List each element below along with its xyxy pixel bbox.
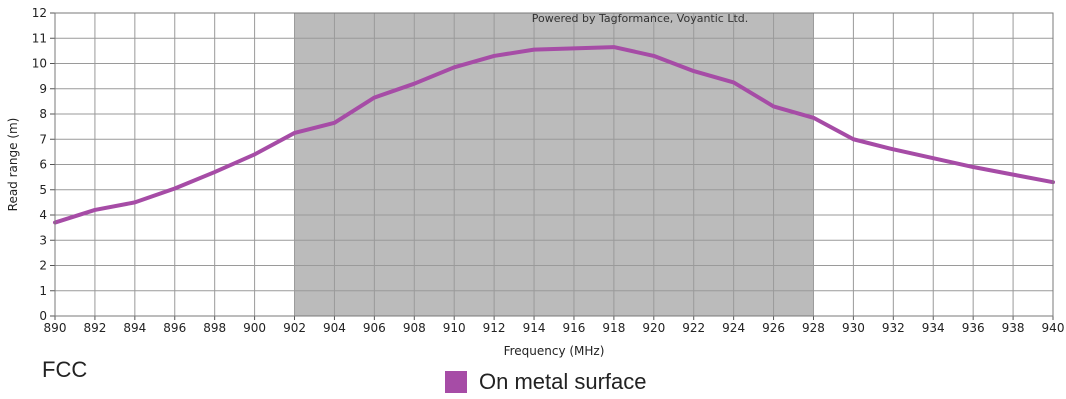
x-tick-label: 920	[642, 321, 665, 335]
y-tick-label: 10	[32, 57, 47, 71]
data-point	[452, 65, 456, 69]
y-tick-label: 8	[39, 107, 47, 121]
x-tick-label: 938	[1002, 321, 1025, 335]
legend-label: On metal surface	[479, 369, 647, 394]
y-tick-label: 7	[39, 132, 47, 146]
x-tick-label: 904	[323, 321, 346, 335]
x-tick-label: 902	[283, 321, 306, 335]
y-tick-label: 11	[32, 31, 47, 45]
x-axis-label: Frequency (MHz)	[504, 344, 605, 358]
x-tick-label: 894	[123, 321, 146, 335]
x-tick-label: 906	[363, 321, 386, 335]
x-tick-label: 922	[682, 321, 705, 335]
legend: On metal surface	[445, 369, 647, 395]
data-point	[772, 104, 776, 108]
y-tick-label: 12	[32, 6, 47, 20]
region-label: FCC	[42, 357, 88, 382]
x-tick-label: 896	[163, 321, 186, 335]
data-point	[213, 170, 217, 174]
y-tick-label: 1	[39, 284, 47, 298]
y-tick-label: 2	[39, 259, 47, 273]
y-tick-label: 0	[39, 309, 47, 323]
data-point	[572, 46, 576, 50]
plot-frame	[54, 12, 1054, 317]
watermark-text: Powered by Tagformance, Voyantic Ltd.	[532, 12, 749, 25]
read-range-chart: 890 892 894 896 898 900 902 904 906 908 910 912 914 9…	[6, 6, 1065, 358]
x-tick-label: 936	[962, 321, 985, 335]
y-tick-label: 5	[39, 183, 47, 197]
y-tick-label: 4	[39, 208, 47, 222]
x-tick-label: 912	[483, 321, 506, 335]
data-point	[1011, 173, 1015, 177]
data-point	[372, 96, 376, 100]
data-point	[492, 54, 496, 58]
x-tick-label: 914	[523, 321, 546, 335]
y-tick-label: 9	[39, 82, 47, 96]
x-tick-label: 916	[563, 321, 586, 335]
data-point	[692, 69, 696, 73]
x-tick-label: 892	[83, 321, 106, 335]
series-line-on-metal-surface	[53, 45, 1055, 225]
data-point	[532, 48, 536, 52]
y-tick-label: 3	[39, 233, 47, 247]
x-tick-label: 930	[842, 321, 865, 335]
data-point	[811, 116, 815, 120]
data-point	[652, 54, 656, 58]
data-point	[93, 208, 97, 212]
data-point	[253, 152, 257, 156]
x-tick-label: 898	[203, 321, 226, 335]
data-point	[173, 186, 177, 190]
x-tick-label: 900	[243, 321, 266, 335]
series-points	[53, 45, 1055, 225]
data-point	[931, 156, 935, 160]
data-point	[732, 80, 736, 84]
data-point	[891, 147, 895, 151]
data-point	[412, 82, 416, 86]
data-point	[133, 200, 137, 204]
legend-swatch	[445, 371, 467, 393]
x-tick-label: 926	[762, 321, 785, 335]
y-tick-label: 6	[39, 158, 47, 172]
x-tick-label: 890	[44, 321, 67, 335]
y-axis-label: Read range (m)	[6, 118, 20, 212]
x-tick-label: 918	[602, 321, 625, 335]
data-point	[293, 131, 297, 135]
x-tick-label: 940	[1042, 321, 1065, 335]
data-point	[851, 137, 855, 141]
x-tick-label: 934	[922, 321, 945, 335]
x-tick-label: 908	[403, 321, 426, 335]
x-tick-label: 924	[722, 321, 745, 335]
x-tick-label: 928	[802, 321, 825, 335]
x-tick-label: 910	[443, 321, 466, 335]
data-point	[971, 165, 975, 169]
data-point	[332, 121, 336, 125]
data-point	[612, 45, 616, 49]
x-axis-ticks: 890 892 894 896 898 900 902 904 906 908 910 912 914 9…	[44, 316, 1065, 335]
x-tick-label: 932	[882, 321, 905, 335]
